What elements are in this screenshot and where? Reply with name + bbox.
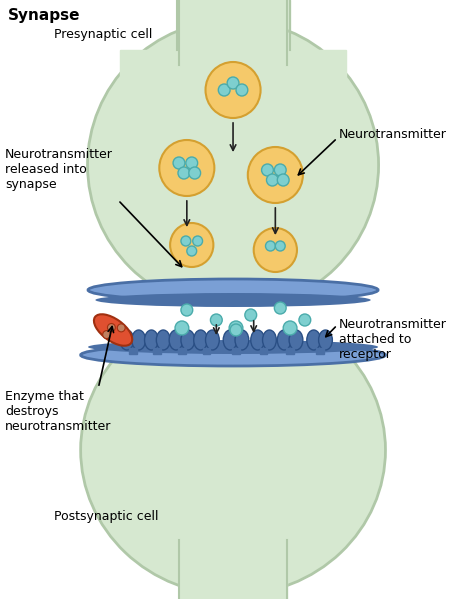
Ellipse shape	[219, 84, 230, 96]
Ellipse shape	[178, 167, 190, 179]
Ellipse shape	[223, 330, 237, 350]
Ellipse shape	[94, 314, 132, 346]
Ellipse shape	[265, 241, 275, 251]
Polygon shape	[232, 348, 240, 354]
Ellipse shape	[81, 305, 385, 595]
Ellipse shape	[132, 330, 146, 350]
Ellipse shape	[210, 314, 222, 326]
Ellipse shape	[173, 157, 185, 169]
Ellipse shape	[251, 330, 264, 350]
Ellipse shape	[283, 321, 297, 335]
Ellipse shape	[175, 321, 189, 335]
Ellipse shape	[181, 330, 195, 350]
Ellipse shape	[81, 344, 385, 366]
Polygon shape	[316, 348, 324, 354]
Ellipse shape	[248, 147, 303, 203]
Polygon shape	[154, 348, 161, 354]
Ellipse shape	[108, 323, 115, 331]
Polygon shape	[286, 348, 294, 354]
Ellipse shape	[194, 330, 208, 350]
Text: Enzyme that
destroys
neurotransmitter: Enzyme that destroys neurotransmitter	[5, 390, 111, 433]
Ellipse shape	[189, 167, 201, 179]
Polygon shape	[115, 350, 351, 400]
Ellipse shape	[170, 223, 213, 267]
Ellipse shape	[181, 304, 193, 316]
Ellipse shape	[235, 330, 249, 350]
Ellipse shape	[275, 241, 285, 251]
Polygon shape	[260, 348, 267, 354]
Ellipse shape	[263, 330, 276, 350]
Ellipse shape	[103, 331, 110, 338]
Ellipse shape	[319, 330, 332, 350]
Polygon shape	[129, 348, 137, 354]
Ellipse shape	[159, 140, 214, 196]
Ellipse shape	[262, 164, 273, 176]
Ellipse shape	[95, 293, 371, 307]
Ellipse shape	[117, 324, 125, 332]
Ellipse shape	[206, 330, 219, 350]
Polygon shape	[179, 0, 287, 52]
Polygon shape	[179, 550, 287, 599]
Polygon shape	[178, 348, 186, 354]
Ellipse shape	[289, 330, 303, 350]
Ellipse shape	[145, 330, 158, 350]
Polygon shape	[59, 295, 408, 355]
Ellipse shape	[274, 164, 286, 176]
Ellipse shape	[254, 228, 297, 272]
Ellipse shape	[277, 174, 289, 186]
Ellipse shape	[88, 279, 378, 301]
Ellipse shape	[169, 330, 183, 350]
Ellipse shape	[266, 174, 278, 186]
Polygon shape	[177, 0, 290, 50]
Text: Neurotransmitter: Neurotransmitter	[339, 129, 447, 141]
Ellipse shape	[245, 309, 256, 321]
Polygon shape	[202, 348, 210, 354]
Ellipse shape	[181, 236, 191, 246]
Ellipse shape	[236, 84, 248, 96]
Ellipse shape	[186, 157, 198, 169]
Text: Synapse: Synapse	[8, 8, 81, 23]
Ellipse shape	[299, 314, 311, 326]
Text: Postsynaptic cell: Postsynaptic cell	[54, 510, 159, 523]
Ellipse shape	[274, 302, 286, 314]
Ellipse shape	[230, 324, 242, 336]
Text: Neurotransmitter
attached to
receptor: Neurotransmitter attached to receptor	[339, 318, 447, 361]
Ellipse shape	[88, 20, 379, 310]
Polygon shape	[120, 50, 346, 100]
Ellipse shape	[187, 246, 197, 256]
Text: Presynaptic cell: Presynaptic cell	[54, 28, 153, 41]
Ellipse shape	[193, 236, 202, 246]
Ellipse shape	[229, 321, 243, 335]
Ellipse shape	[307, 330, 320, 350]
Text: Neurotransmitter
released into
synapse: Neurotransmitter released into synapse	[5, 148, 113, 191]
Ellipse shape	[88, 340, 378, 354]
Ellipse shape	[156, 330, 170, 350]
Ellipse shape	[277, 330, 291, 350]
Ellipse shape	[120, 330, 134, 350]
Ellipse shape	[227, 77, 239, 89]
Ellipse shape	[206, 62, 261, 118]
